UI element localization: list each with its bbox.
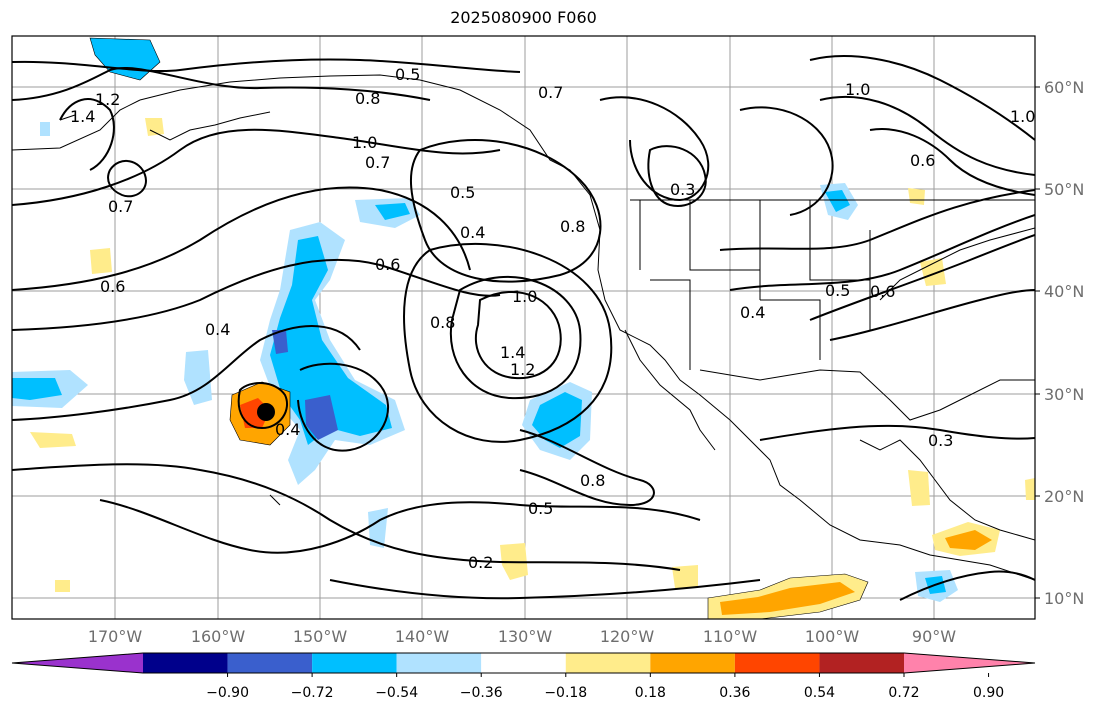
map-area[interactable] — [12, 36, 1035, 619]
lon-label-160w: 160°W — [191, 627, 246, 646]
contour-label: 0.3 — [670, 180, 695, 199]
positive-shading — [30, 118, 1035, 619]
contour-label: 0.6 — [375, 255, 400, 274]
contour-label: 0.5 — [528, 499, 553, 518]
longitude-labels: 170°W 160°W 150°W 140°W 130°W 120°W 110°… — [88, 627, 956, 646]
lat-label-60n: 60°N — [1044, 78, 1084, 97]
lon-label-170w: 170°W — [88, 627, 143, 646]
colorbar-outline — [11, 652, 1036, 674]
colorbar-segment — [734, 653, 820, 673]
contour-label: 0.8 — [355, 89, 380, 108]
negative-shading — [12, 37, 958, 602]
lat-label-30n: 30°N — [1044, 385, 1084, 404]
colorbar-segment — [481, 653, 566, 673]
contour-label: 0.7 — [108, 197, 133, 216]
colorbar-segment — [227, 653, 313, 673]
colorbar-tick-label: 0.90 — [973, 685, 1004, 701]
contour-label: 0.6 — [910, 151, 935, 170]
lat-label-20n: 20°N — [1044, 487, 1084, 506]
contour-label: 0.5 — [395, 65, 420, 84]
contour-labels: 0.5 0.8 1.0 0.7 0.6 0.6 0.7 0.4 0.5 1.4 … — [70, 65, 1035, 572]
lat-label-10n: 10°N — [1044, 589, 1084, 608]
contour-label: 0.4 — [205, 320, 230, 339]
contour-label: 1.0 — [352, 133, 377, 152]
colorbar-tick-label: −0.18 — [544, 685, 587, 701]
contour-label: 0.8 — [560, 217, 585, 236]
colorbar-tick-label: 0.36 — [719, 685, 750, 701]
contour-label: 0.5 — [825, 281, 850, 300]
contour-label: 0.4 — [740, 303, 765, 322]
lon-label-150w: 150°W — [293, 627, 348, 646]
lon-label-110w: 110°W — [703, 627, 758, 646]
colorbar-segment — [819, 653, 904, 673]
contour-label: 0.4 — [460, 223, 485, 242]
lon-label-120w: 120°W — [600, 627, 655, 646]
colorbar — [11, 652, 1036, 674]
contour-label: 0.7 — [538, 83, 563, 102]
contour-label: 0.7 — [365, 153, 390, 172]
lon-label-140w: 140°W — [395, 627, 450, 646]
colorbar-segment — [650, 653, 735, 673]
lat-label-40n: 40°N — [1044, 282, 1084, 301]
contour-label: 0.3 — [928, 431, 953, 450]
contour-label: 1.0 — [845, 80, 870, 99]
colorbar-segment — [565, 653, 651, 673]
contour-label: 0.6 — [870, 282, 895, 301]
contour-label: 1.2 — [510, 360, 535, 379]
colorbar-tick-label: −0.90 — [206, 685, 249, 701]
contour-lines — [12, 55, 1035, 601]
contour-label: 1.4 — [70, 107, 95, 126]
latitude-labels: 60°N 50°N 40°N 30°N 20°N 10°N — [1035, 78, 1084, 608]
lat-label-50n: 50°N — [1044, 180, 1084, 199]
lon-label-100w: 100°W — [805, 627, 860, 646]
contour-label: 1.2 — [95, 90, 120, 109]
colorbar-tick-label: 0.72 — [888, 685, 919, 701]
lon-label-90w: 90°W — [912, 627, 956, 646]
colorbar-segment — [143, 653, 228, 673]
colorbar-tick-label: −0.36 — [460, 685, 503, 701]
contour-label: 0.6 — [100, 277, 125, 296]
colorbar-extend-min — [12, 653, 143, 673]
colorbar-tick-label: 0.18 — [635, 685, 666, 701]
colorbar-tick-label: −0.72 — [291, 685, 334, 701]
contour-label: 0.4 — [275, 420, 300, 439]
map-title: 2025080900 F060 — [450, 8, 597, 27]
contour-label: 1.0 — [512, 287, 537, 306]
storm-center-marker[interactable] — [257, 403, 275, 421]
contour-label: 0.8 — [580, 471, 605, 490]
lon-label-130w: 130°W — [498, 627, 553, 646]
contour-label: 1.0 — [1010, 107, 1035, 126]
colorbar-tick-label: −0.54 — [375, 685, 418, 701]
colorbar-tick-label: 0.54 — [804, 685, 835, 701]
contour-label: 0.2 — [468, 553, 493, 572]
colorbar-tick-labels: −0.90 −0.72 −0.54 −0.36 −0.18 0.18 0.36 0.54 0.7… — [206, 673, 1004, 701]
colorbar-segment — [312, 653, 397, 673]
colorbar-extend-max — [904, 653, 1035, 673]
contour-label: 0.5 — [450, 183, 475, 202]
colorbar-segment — [396, 653, 482, 673]
contour-label: 0.8 — [430, 313, 455, 332]
map-frame — [11, 35, 1036, 620]
contour-label: 1.4 — [500, 343, 525, 362]
